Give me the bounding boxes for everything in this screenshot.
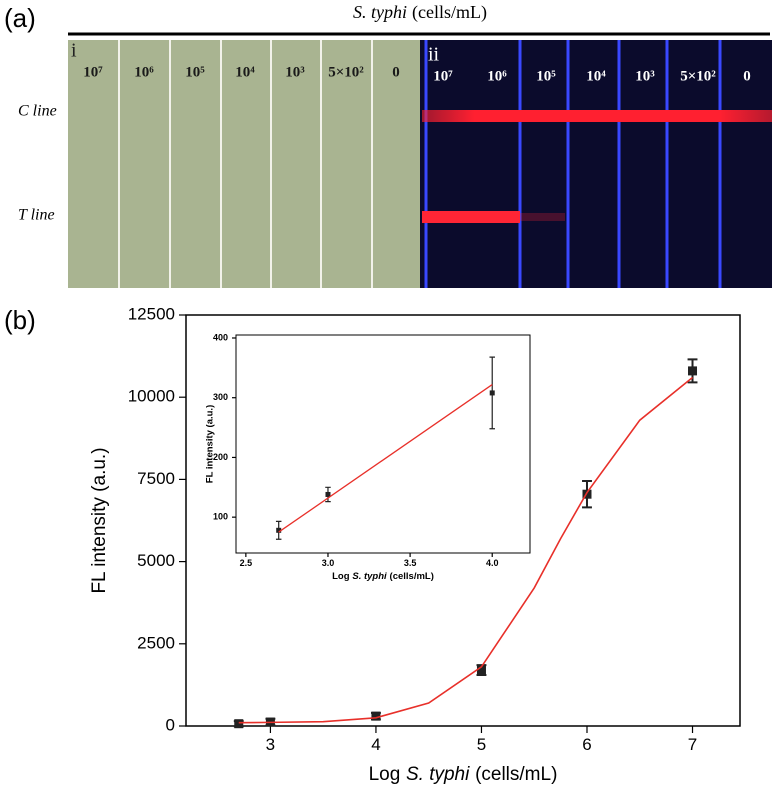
concentration-label: 10⁴ [586, 68, 606, 84]
x-axis-label: Log S. typhi (cells/mL) [332, 571, 434, 582]
inset-background [236, 335, 530, 553]
x-tick-label: 7 [688, 735, 697, 754]
strip-dividers [424, 40, 722, 288]
title-unit: (cells/mL) [412, 2, 487, 23]
x-tick-label: 3.0 [322, 558, 335, 568]
x-axis-label-part: S. typhi [352, 571, 387, 582]
x-tick-label: 4.0 [486, 558, 499, 568]
concentration-label: 0 [743, 68, 751, 84]
x-axis-label-part: (cells/mL) [390, 571, 434, 582]
x-axis-label-part: S. typhi [406, 764, 470, 785]
y-tick-label: 7500 [137, 469, 175, 488]
y-tick-label: 12500 [128, 304, 175, 323]
concentration-label: 10⁵ [536, 68, 556, 84]
data-point [688, 366, 698, 376]
x-axis-label-part: Log [332, 571, 350, 582]
plot-frame [185, 314, 741, 727]
t-line-band-faint [520, 213, 565, 221]
concentration-label: 10³ [285, 64, 305, 80]
data-point [325, 491, 331, 497]
y-axis-label: FL intensity (a.u.) [205, 405, 216, 483]
x-tick-label: 2.5 [240, 558, 253, 568]
subpanel-label: i [71, 40, 77, 62]
data-point [489, 390, 495, 396]
concentration-label: 5×10² [328, 64, 364, 80]
strip-dividers [118, 40, 373, 288]
plot-frame [235, 334, 531, 554]
y-tick-label: 5000 [137, 551, 175, 570]
data-point [234, 719, 244, 729]
concentration-label: 10⁷ [83, 64, 103, 80]
y-tick-label: 100 [213, 512, 228, 522]
photo-strips [68, 40, 420, 288]
y-axis-label: FL intensity (a.u.) [89, 447, 110, 593]
fit-line [278, 384, 493, 533]
y-tick-label: 200 [213, 452, 228, 462]
x-tick-label: 4 [371, 735, 380, 754]
concentration-label: 0 [392, 64, 400, 80]
title-italic: S. typhi [353, 2, 407, 22]
x-tick-label: 6 [582, 735, 591, 754]
concentration-label: 5×10² [680, 68, 716, 84]
data-point [476, 665, 486, 675]
x-axis-label: Log S. typhi (cells/mL) [369, 764, 558, 785]
c-line-band [422, 110, 772, 122]
data-point [276, 527, 282, 533]
panel-label: (a) [4, 3, 36, 33]
data-point [582, 489, 592, 499]
x-axis-label-part: Log [369, 764, 401, 785]
concentration-label: 10³ [635, 68, 655, 84]
fit-line [238, 376, 694, 724]
x-axis-label-part: (cells/mL) [475, 764, 557, 785]
data-point [371, 711, 381, 721]
concentration-label: 10⁵ [185, 64, 205, 80]
y-tick-label: 10000 [128, 387, 175, 406]
x-tick-label: 3.5 [404, 558, 417, 568]
panel-label: (b) [4, 305, 36, 335]
concentration-label: 10⁴ [235, 64, 255, 80]
panel-title: S. typhi (cells/mL) [353, 2, 487, 23]
x-tick-label: 3 [266, 735, 275, 754]
x-tick-label: 5 [477, 735, 486, 754]
y-tick-label: 400 [213, 332, 228, 342]
concentration-label: 10⁷ [433, 68, 453, 84]
y-tick-label: 300 [213, 392, 228, 402]
photo-fluorescence [420, 40, 772, 288]
subpanel-label: ii [428, 44, 440, 66]
row-label: T line [18, 207, 55, 224]
concentration-label: 10⁶ [134, 64, 154, 80]
row-label: C line [18, 103, 57, 120]
y-tick-label: 0 [166, 715, 175, 734]
concentration-label: 10⁶ [487, 68, 507, 84]
t-line-band [422, 211, 520, 223]
y-tick-label: 2500 [137, 633, 175, 652]
